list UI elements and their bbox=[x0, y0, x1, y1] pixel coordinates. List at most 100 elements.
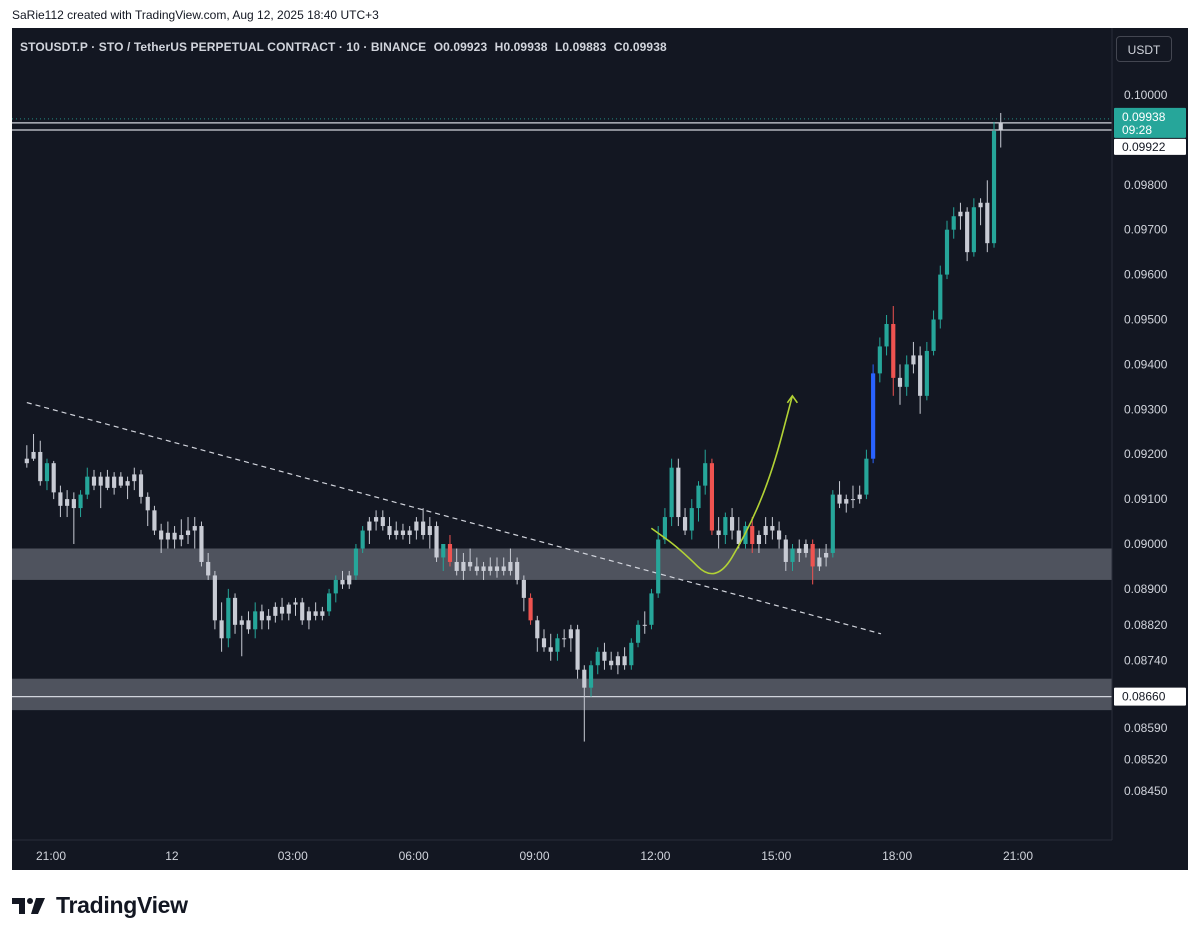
time-tick-label: 15:00 bbox=[761, 849, 791, 863]
candle-body bbox=[105, 476, 110, 488]
candle-body bbox=[387, 526, 392, 536]
candle bbox=[481, 561, 486, 580]
candle-body bbox=[924, 350, 929, 396]
candle-body bbox=[588, 665, 594, 688]
axes-layer: 0.10000 0.09800 0.09700 0.09600 0.09500 0.094… bbox=[12, 28, 1168, 863]
candle bbox=[78, 490, 83, 518]
candle bbox=[703, 449, 708, 495]
candle-body bbox=[380, 517, 385, 527]
cup-pattern-curve bbox=[650, 395, 794, 575]
candle bbox=[320, 606, 325, 621]
candle bbox=[944, 220, 950, 280]
candle bbox=[273, 602, 278, 623]
candle bbox=[871, 364, 876, 464]
candle-body bbox=[51, 463, 56, 493]
candle-body bbox=[326, 593, 332, 612]
candle bbox=[850, 485, 856, 509]
candle bbox=[541, 629, 547, 652]
candle-body bbox=[904, 364, 909, 387]
candle bbox=[682, 508, 688, 536]
candle bbox=[51, 460, 56, 500]
candle bbox=[729, 508, 735, 540]
last-price-text: 0.09938 bbox=[1122, 110, 1166, 124]
candle-body bbox=[609, 660, 614, 666]
candle bbox=[44, 458, 50, 491]
candle-body bbox=[515, 561, 520, 580]
candle bbox=[696, 481, 701, 522]
price-tick-label: 0.09100 bbox=[1124, 492, 1168, 506]
candle bbox=[367, 517, 372, 544]
chart-panel[interactable]: 0.10000 0.09800 0.09700 0.09600 0.09500 0.094… bbox=[12, 28, 1188, 870]
price-tick-label: 0.08450 bbox=[1124, 784, 1168, 798]
candle bbox=[783, 535, 788, 571]
candle-body bbox=[850, 499, 856, 501]
candle bbox=[602, 642, 607, 670]
candle bbox=[588, 660, 594, 697]
candle-body bbox=[729, 517, 735, 531]
candle-body bbox=[24, 458, 29, 464]
candle bbox=[958, 202, 963, 230]
candle bbox=[515, 557, 520, 585]
candle-body bbox=[192, 526, 197, 531]
candle-body bbox=[528, 597, 533, 621]
candle bbox=[642, 611, 647, 634]
support-level-badge bbox=[1114, 687, 1186, 706]
legend-low: L0.09883 bbox=[554, 40, 607, 54]
candle-body bbox=[474, 566, 479, 571]
candle-body bbox=[911, 355, 916, 365]
candle bbox=[998, 112, 1003, 148]
candle-body bbox=[897, 377, 903, 387]
candle-body bbox=[541, 638, 547, 648]
candle bbox=[494, 557, 500, 578]
candle-body bbox=[716, 530, 721, 536]
candle-body bbox=[877, 346, 882, 374]
candle-body bbox=[185, 530, 191, 536]
candle bbox=[461, 552, 466, 580]
candle bbox=[716, 517, 721, 549]
candle bbox=[91, 469, 97, 491]
candle-body bbox=[206, 561, 211, 576]
candle bbox=[978, 198, 983, 226]
arrow-head-icon bbox=[786, 394, 799, 404]
time-tick-label: 12 bbox=[165, 849, 179, 863]
candle-body bbox=[253, 611, 258, 630]
price-tick-label: 0.08900 bbox=[1124, 582, 1168, 596]
candle-body bbox=[145, 496, 150, 511]
candle-body bbox=[447, 544, 453, 562]
candle-body bbox=[232, 597, 238, 625]
candle bbox=[897, 364, 903, 405]
candle bbox=[548, 633, 553, 661]
time-tick-label: 09:00 bbox=[519, 849, 549, 863]
price-tick-label: 0.09700 bbox=[1124, 223, 1168, 237]
candle-body bbox=[783, 539, 788, 562]
candle-body bbox=[239, 620, 244, 625]
candle bbox=[770, 517, 775, 540]
candle-body bbox=[434, 526, 439, 558]
currency-button[interactable]: USDT bbox=[1116, 36, 1172, 62]
candle bbox=[609, 651, 614, 670]
candle-body bbox=[279, 606, 285, 614]
candle bbox=[279, 597, 285, 621]
candle bbox=[582, 665, 587, 742]
candle bbox=[595, 647, 600, 675]
candlestick-chart[interactable]: 0.10000 0.09800 0.09700 0.09600 0.09500 0.094… bbox=[12, 28, 1188, 870]
candle bbox=[991, 121, 997, 248]
candle-body bbox=[844, 499, 849, 504]
candle bbox=[300, 597, 305, 625]
candle bbox=[118, 472, 123, 488]
price-tick-label: 0.09400 bbox=[1124, 357, 1168, 371]
candle-body bbox=[696, 485, 701, 509]
candle bbox=[326, 588, 332, 616]
candle bbox=[38, 440, 43, 486]
candle bbox=[24, 445, 29, 468]
candle-body bbox=[300, 602, 305, 621]
candle-body bbox=[501, 566, 506, 571]
candle-body bbox=[427, 526, 432, 536]
candle bbox=[891, 306, 896, 396]
candle bbox=[743, 521, 748, 549]
time-tick-label: 12:00 bbox=[640, 849, 670, 863]
candle bbox=[810, 539, 815, 585]
candle bbox=[877, 337, 882, 383]
candle-body bbox=[313, 611, 318, 616]
candle bbox=[985, 180, 990, 253]
